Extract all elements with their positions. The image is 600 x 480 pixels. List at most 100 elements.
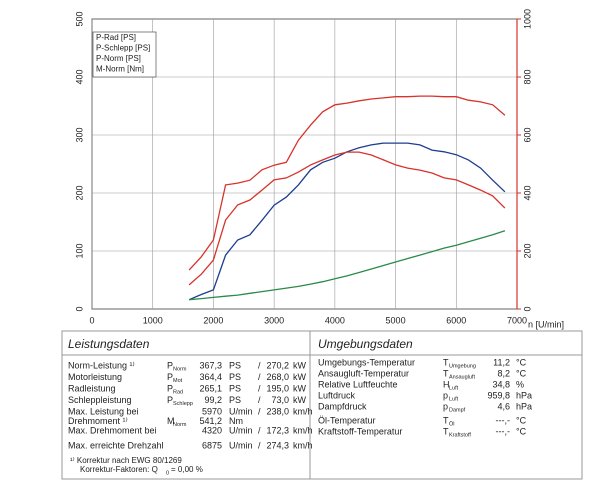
row-unit: Nm	[229, 416, 243, 426]
legend-entry: M-Norm [Nm]	[96, 65, 144, 74]
row-unit2: km/h	[293, 425, 313, 435]
env-symbol: p	[443, 401, 448, 411]
env-symbol: T	[443, 357, 449, 367]
row-label: Norm-Leistung ¹⁾	[68, 360, 135, 370]
row-unit: U/min	[229, 440, 253, 450]
y2-tick-label: 400	[522, 185, 532, 200]
x-tick-label: 6000	[446, 315, 466, 325]
y-tick-label: 100	[74, 243, 84, 258]
env-symbol: T	[443, 368, 449, 378]
row-symbol-sub: Schlepp	[173, 401, 193, 407]
row-label: Drehmoment ¹⁾	[68, 416, 128, 426]
row-sep: /	[258, 395, 261, 405]
row-unit2: kW	[293, 360, 307, 370]
env-unit: °C	[516, 415, 527, 425]
row-sep: /	[258, 383, 261, 393]
env-symbol: p	[443, 390, 448, 400]
y-tick-label: 300	[74, 127, 84, 142]
y-tick-label: 0	[74, 306, 84, 311]
legend-box	[92, 31, 157, 78]
env-symbol: H	[443, 379, 450, 389]
row-symbol: P	[167, 395, 173, 405]
series-line	[189, 230, 506, 301]
row-unit2: km/h	[293, 406, 313, 416]
row-sep: /	[258, 406, 261, 416]
env-symbol-sub: Ansaugluft	[449, 374, 475, 380]
row-unit2: kW	[293, 383, 307, 393]
row-symbol: P	[167, 360, 173, 370]
y-tick-label: 400	[74, 69, 84, 84]
env-symbol-sub: Öl	[449, 420, 455, 427]
env-label: Luftdruck	[318, 390, 356, 400]
row-sep: /	[258, 425, 261, 435]
x-tick-label: 3000	[264, 315, 284, 325]
row-sep: /	[258, 440, 261, 450]
footnote: ¹⁾ Korrektur nach EWG 80/1269	[70, 456, 182, 465]
x-tick-label: 0	[89, 315, 94, 325]
env-value: 11,2	[493, 357, 510, 367]
x-tick-label: 2000	[203, 315, 223, 325]
env-label: Relative Luftfeuchte	[318, 379, 398, 389]
x-tick-label: 4000	[325, 315, 345, 325]
env-label: Öl-Temperatur	[318, 415, 376, 425]
correction-label: Korrektur-Faktoren: Q	[80, 465, 158, 474]
env-symbol-sub: Kraftstoff	[449, 432, 471, 438]
row-label: Max. Leistung bei	[68, 406, 139, 416]
env-symbol-sub: Umgebung	[449, 363, 476, 369]
correction-sub: 0	[166, 470, 169, 476]
env-symbol-sub: Luft	[449, 385, 459, 391]
row-label: Max. Drehmoment bei	[68, 425, 157, 435]
y2-tick-label: 0	[522, 306, 532, 311]
table-frame	[61, 330, 583, 480]
row-sep: /	[258, 360, 261, 370]
row-unit: PS	[229, 395, 241, 405]
row-unit2: kW	[293, 372, 307, 382]
env-label: Umgebungs-Temperatur	[318, 357, 415, 367]
y2-tick-label: 600	[522, 127, 532, 142]
env-value: 34,8	[492, 379, 510, 389]
row-label: Motorleistung	[68, 372, 122, 382]
row-unit: U/min	[229, 425, 253, 435]
row-value2: 268,0	[266, 372, 289, 382]
y2-tick-label: 200	[522, 243, 532, 258]
y-tick-label: 200	[74, 185, 84, 200]
row-symbol: P	[167, 383, 173, 393]
env-symbol-sub: Dampf	[449, 407, 466, 413]
row-value2: 195,0	[266, 383, 289, 393]
row-value: 541,2	[199, 416, 222, 426]
x-tick-label: 1000	[143, 315, 163, 325]
row-unit2: km/h	[293, 440, 313, 450]
env-label: Kraftstoff-Temperatur	[318, 426, 402, 436]
row-value: 5970	[202, 406, 222, 416]
env-value: 8,2	[497, 368, 510, 378]
row-value: 364,4	[199, 372, 222, 382]
row-label: Max. erreichte Drehzahl	[68, 440, 164, 450]
row-value: 265,1	[199, 383, 222, 393]
row-unit: PS	[229, 360, 241, 370]
env-symbol: T	[443, 415, 449, 425]
y-tick-label: 500	[74, 11, 84, 26]
x-tick-label: 7000	[507, 315, 527, 325]
env-label: Ansaugluft-Temperatur	[318, 368, 409, 378]
row-unit2: kW	[293, 395, 307, 405]
row-value: 367,3	[199, 360, 222, 370]
row-value2: 274,3	[266, 440, 289, 450]
env-unit: °C	[516, 357, 527, 367]
row-unit: PS	[229, 383, 241, 393]
row-unit: U/min	[229, 406, 253, 416]
row-symbol-sub: Rad	[173, 389, 183, 395]
row-symbol-sub: Mot	[173, 378, 183, 384]
env-unit: %	[516, 379, 524, 389]
env-symbol: T	[443, 426, 449, 436]
row-value2: 238,0	[266, 406, 289, 416]
row-symbol-sub: Norm	[173, 366, 187, 372]
env-value: ---,-	[496, 426, 511, 436]
row-label: Radleistung	[68, 383, 116, 393]
x-tick-label: 5000	[386, 315, 406, 325]
env-symbol-sub: Luft	[449, 396, 459, 402]
env-unit: hPa	[516, 401, 532, 411]
row-value2: 172,3	[266, 425, 289, 435]
series-line	[188, 151, 506, 286]
row-value: 99,2	[204, 395, 222, 405]
